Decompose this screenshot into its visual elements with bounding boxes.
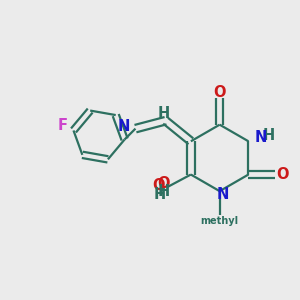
Text: N: N — [255, 130, 267, 145]
Text: H: H — [263, 128, 275, 143]
Text: N: N — [217, 187, 229, 202]
Text: O: O — [152, 178, 165, 193]
Text: N: N — [117, 118, 130, 134]
Text: O: O — [158, 176, 170, 191]
Text: H: H — [153, 187, 166, 202]
Text: methyl: methyl — [201, 216, 239, 226]
Text: O: O — [213, 85, 226, 100]
Text: H: H — [158, 184, 170, 199]
Text: F: F — [57, 118, 68, 133]
Text: O: O — [276, 167, 289, 182]
Text: H: H — [158, 106, 170, 121]
